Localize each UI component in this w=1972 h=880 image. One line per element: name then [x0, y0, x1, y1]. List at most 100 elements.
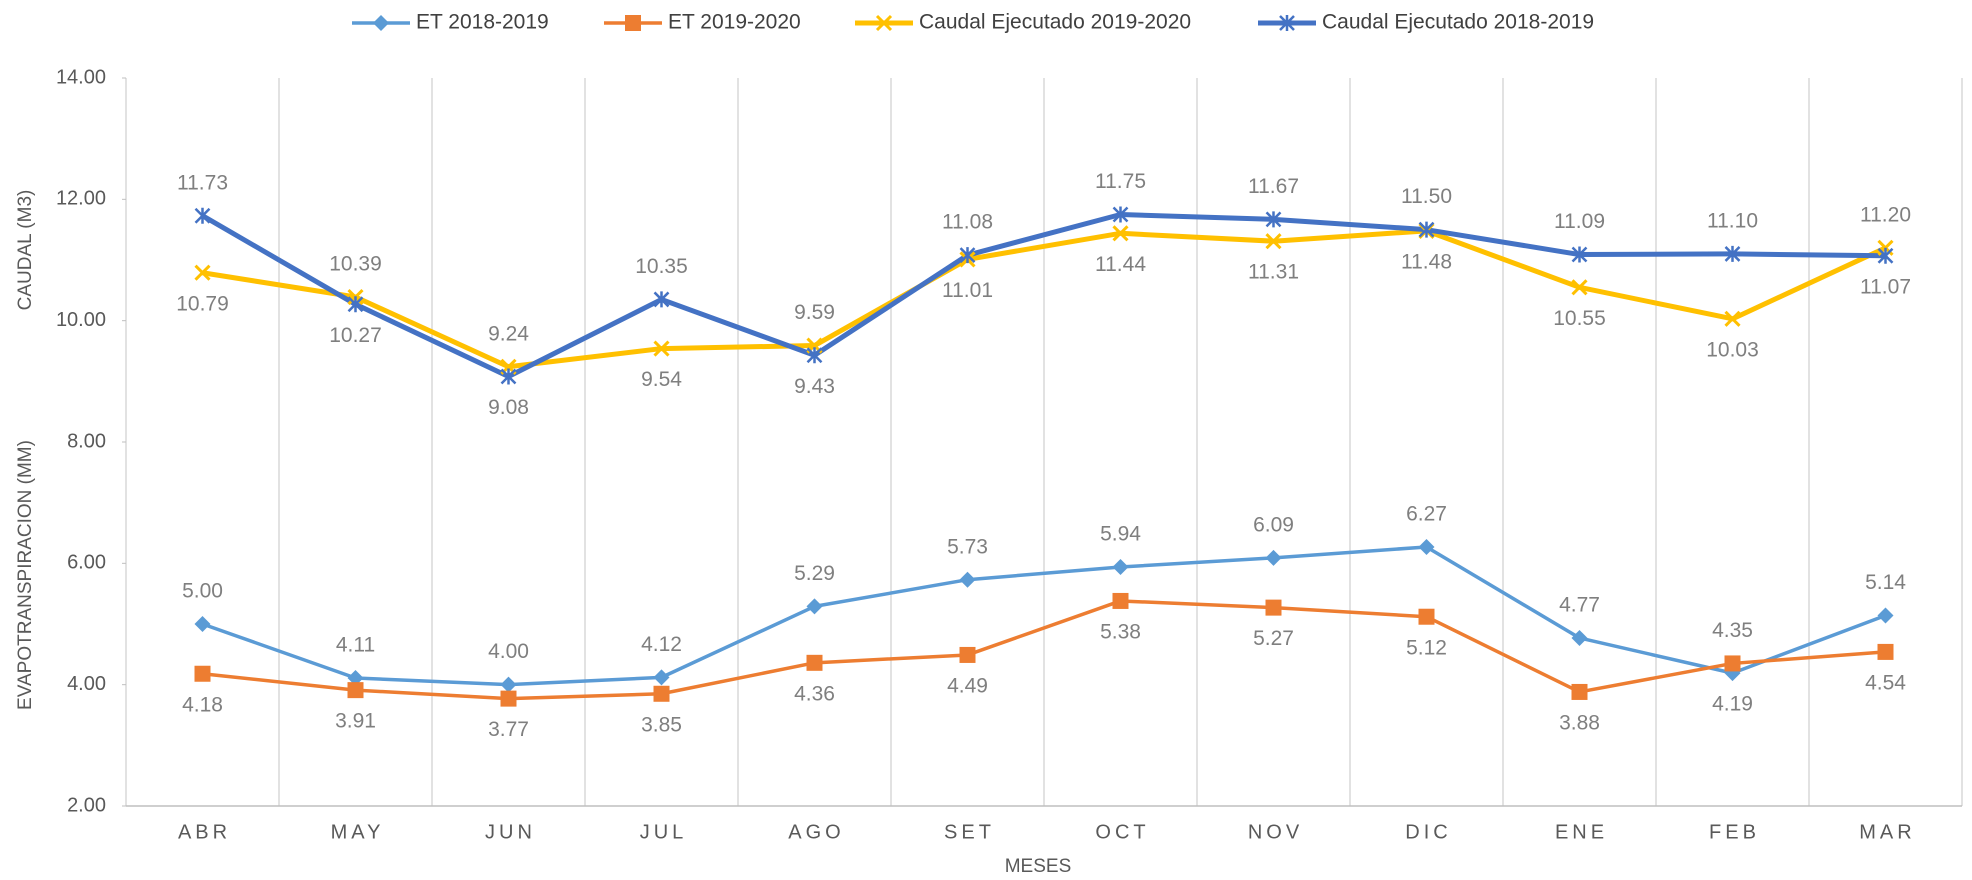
marker-shape — [500, 676, 517, 693]
marker-shape — [1418, 221, 1435, 238]
marker — [1279, 15, 1295, 31]
data-label: 11.50 — [1401, 185, 1452, 208]
data-label: 6.27 — [1406, 503, 1447, 526]
marker — [1724, 655, 1741, 672]
series-line — [202, 599, 1886, 701]
marker-shape — [625, 15, 641, 31]
marker — [1418, 221, 1435, 238]
marker-shape — [1724, 655, 1741, 672]
marker-shape — [1418, 538, 1435, 555]
data-label: 9.08 — [488, 396, 529, 419]
data-label: 5.14 — [1865, 571, 1906, 594]
marker-shape — [1877, 643, 1894, 660]
marker-shape — [1112, 592, 1129, 609]
data-label: 10.79 — [176, 292, 229, 315]
data-label: 11.09 — [1554, 210, 1605, 233]
marker — [1265, 599, 1282, 616]
data-label: 10.55 — [1553, 307, 1606, 330]
marker-shape — [959, 247, 976, 264]
data-label: 9.59 — [794, 301, 835, 324]
marker-shape — [194, 264, 211, 281]
data-label: 5.00 — [182, 580, 223, 603]
marker — [347, 669, 364, 686]
marker — [1112, 225, 1129, 242]
marker-shape — [500, 690, 517, 707]
marker — [1571, 629, 1588, 646]
x-axis-title: MESES — [1005, 856, 1072, 877]
marker-shape — [1877, 607, 1894, 624]
y-tick-label: 10.00 — [56, 309, 106, 331]
marker — [653, 340, 670, 357]
marker-shape — [1877, 247, 1894, 264]
data-label: 11.10 — [1707, 209, 1758, 232]
marker-shape — [875, 14, 893, 32]
y-tick-label: 12.00 — [56, 188, 106, 210]
data-label: 11.44 — [1095, 253, 1146, 276]
marker — [1112, 592, 1129, 609]
data-label: 5.94 — [1100, 523, 1141, 546]
data-label: 4.54 — [1865, 671, 1906, 694]
x-tick-label: OCT — [1095, 821, 1149, 843]
marker — [1877, 643, 1894, 660]
data-label: 5.73 — [947, 535, 988, 558]
data-label: 5.29 — [794, 562, 835, 585]
marker — [959, 646, 976, 663]
data-label: 6.09 — [1253, 513, 1294, 536]
data-label: 4.18 — [182, 693, 223, 716]
x-tick-label: SET — [944, 821, 995, 843]
marker-shape — [194, 616, 211, 632]
marker-shape — [1112, 206, 1129, 223]
x-tick-label: ABR — [178, 821, 231, 843]
marker — [1265, 211, 1282, 228]
data-label: 11.75 — [1095, 170, 1146, 193]
y-tick-label: 14.00 — [56, 66, 106, 88]
marker-shape — [653, 685, 670, 702]
x-tick-label: MAY — [331, 821, 385, 843]
y-tick-label: 6.00 — [67, 552, 106, 574]
marker-shape — [373, 15, 389, 31]
marker-shape — [1265, 599, 1282, 616]
marker — [1571, 279, 1588, 296]
data-label: 9.54 — [641, 368, 682, 391]
marker — [1571, 683, 1588, 700]
marker-shape — [653, 340, 670, 357]
data-label: 3.91 — [335, 710, 376, 733]
marker-shape — [1571, 279, 1588, 296]
data-label: 10.03 — [1706, 338, 1759, 361]
marker — [625, 15, 641, 31]
marker — [373, 15, 389, 31]
y-tick-label: 2.00 — [67, 794, 106, 816]
marker — [1724, 310, 1741, 327]
marker-shape — [1112, 558, 1129, 575]
marker — [806, 598, 823, 615]
data-label: 4.19 — [1712, 693, 1753, 716]
legend-label: ET 2019-2020 — [668, 11, 801, 34]
data-label: 4.49 — [947, 674, 988, 697]
marker — [347, 296, 364, 313]
marker-shape — [194, 207, 211, 224]
data-label: 11.48 — [1401, 250, 1452, 273]
data-label: 10.27 — [329, 324, 382, 347]
marker — [653, 669, 670, 686]
legend-label: Caudal Ejecutado 2018-2019 — [1322, 11, 1594, 34]
marker-shape — [959, 646, 976, 663]
series-line — [201, 212, 1886, 379]
marker — [1877, 607, 1894, 624]
data-label: 3.88 — [1559, 711, 1600, 734]
marker — [1877, 247, 1894, 264]
marker — [1571, 246, 1588, 263]
data-label: 3.77 — [488, 718, 529, 741]
y-axis-title: EVAPOTRANSPIRACION (MM) — [15, 440, 36, 710]
marker — [875, 14, 893, 32]
data-label: 4.12 — [641, 633, 682, 656]
x-tick-label: ENE — [1555, 821, 1608, 843]
y-tick-label: 4.00 — [67, 673, 106, 695]
data-label: 3.85 — [641, 713, 682, 736]
legend-label: ET 2018-2019 — [416, 11, 549, 34]
marker — [500, 676, 517, 693]
marker-shape — [1265, 233, 1282, 250]
data-label: 11.08 — [942, 211, 993, 234]
marker — [806, 654, 823, 671]
marker-shape — [806, 347, 823, 364]
data-label: 4.77 — [1559, 594, 1600, 617]
